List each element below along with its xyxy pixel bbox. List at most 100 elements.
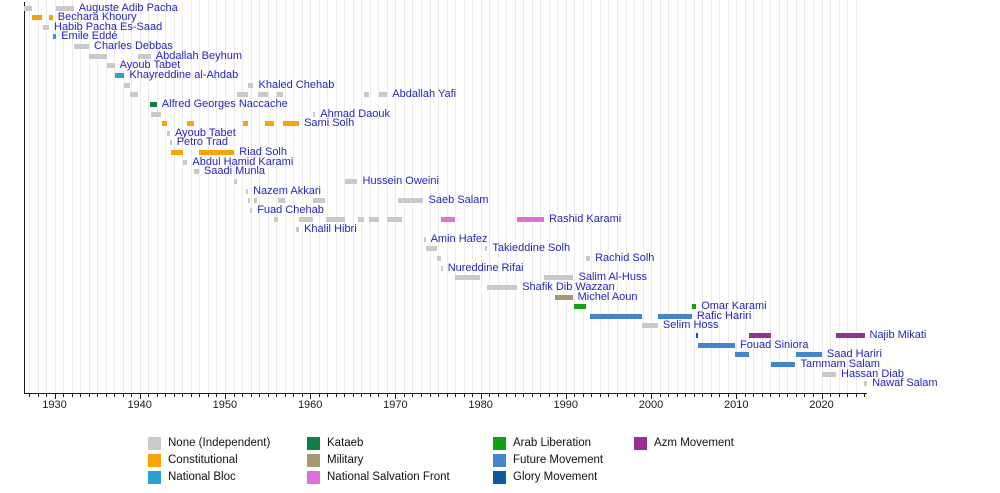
pm-name-link[interactable]: Tammam Salam (800, 357, 880, 370)
axis-tick (659, 394, 661, 397)
pm-name-link[interactable]: Khayreddine al-Ahdab (129, 68, 239, 81)
year-gridline (335, 0, 337, 393)
pm-name-link[interactable]: Hassan Diab (841, 367, 904, 380)
pm-name-link[interactable]: Rashid Karami (549, 213, 622, 226)
axis-tick (736, 394, 738, 399)
year-gridline (625, 0, 627, 393)
pm-name-link[interactable]: Hussein Oweini (362, 174, 439, 187)
axis-tick-label: 2020 (809, 399, 834, 411)
pm-name-link[interactable]: Petro Trad (176, 136, 229, 149)
year-gridline (489, 0, 491, 393)
term-bar (161, 121, 167, 127)
term-bar (454, 275, 480, 281)
pm-name-link[interactable]: Saadi Munla (203, 165, 266, 178)
pm-name-link[interactable]: Najib Mikati (869, 329, 927, 341)
pm-name-link[interactable]: Abdallah Yafi (392, 88, 457, 101)
axis-tick (395, 394, 397, 399)
axis-tick (634, 394, 635, 397)
axis-tick (276, 394, 278, 397)
pm-name-link[interactable]: Charles Debbas (94, 40, 173, 52)
term-bar (248, 198, 251, 204)
pm-name-link[interactable]: Habib Pacha Es-Saad (54, 20, 163, 33)
pm-name-link[interactable]: Fuad Chehab (257, 203, 324, 216)
axis-tick (565, 394, 567, 399)
year-gridline (523, 0, 525, 393)
pm-name-link[interactable]: Takieddine Solh (492, 242, 571, 255)
term-bar (56, 5, 74, 11)
term-bar (182, 159, 188, 165)
term-bar (42, 24, 49, 30)
pm-name-link[interactable]: Nureddine Rifai (447, 261, 524, 274)
year-gridline (207, 0, 209, 393)
pm-name-link[interactable]: Emile Eddé (61, 30, 118, 43)
axis-tick (71, 394, 73, 397)
year-gridline (702, 0, 704, 393)
axis-tick (847, 394, 848, 397)
axis-tick (97, 394, 99, 397)
pm-name-link[interactable]: Rachid Solh (595, 252, 655, 264)
term-bar (436, 256, 442, 261)
pm-name-link[interactable]: Shafik Dib Wazzan (522, 280, 615, 293)
year-gridline (71, 0, 73, 393)
term-bar (106, 63, 115, 69)
pm-name-link[interactable]: Ayoub Tabet (175, 126, 236, 139)
axis-tick (267, 394, 269, 397)
pm-name-link[interactable]: Omar Karami (701, 300, 767, 313)
pm-name-link[interactable]: Rafic Hariri (696, 309, 752, 322)
pm-name-link[interactable]: Riad Solh (239, 146, 287, 158)
year-gridline (105, 0, 107, 393)
plot-area: 1930 1940 1950 1960 1970 1980 1990 2000 2010 2020… (23, 0, 938, 411)
year-gridline (80, 0, 82, 393)
axis-tick (617, 394, 618, 397)
pm-name-link[interactable]: Ayoub Tabet (119, 59, 181, 72)
year-gridline (821, 0, 823, 393)
pm-name-link[interactable]: Khalil Hibri (304, 223, 357, 236)
legend-label-future-movement: Future Movement (513, 454, 604, 466)
year-gridline (131, 0, 133, 393)
year-gridline (582, 0, 584, 393)
year-gridline (378, 0, 380, 393)
axis-tick (293, 394, 295, 397)
year-gridline (259, 0, 260, 393)
term-bar (544, 275, 574, 281)
pm-name-link[interactable]: Alfred Georges Naccache (161, 97, 288, 110)
pm-name-link[interactable]: Nawaf Salam (872, 377, 938, 390)
year-gridline (659, 0, 661, 393)
year-gridline (736, 0, 738, 393)
pm-name-link[interactable]: Abdul Hamid Karami (192, 155, 294, 168)
year-gridline (506, 0, 508, 393)
axis-tick (702, 394, 704, 397)
axis-tick (591, 394, 593, 397)
term-bar (641, 323, 658, 329)
year-gridline (455, 0, 456, 393)
term-bar (150, 101, 157, 107)
axis-tick (403, 394, 405, 397)
year-gridline (574, 0, 576, 393)
axis-tick (497, 394, 499, 397)
pm-name-link[interactable]: Saeb Salam (428, 194, 489, 207)
axis-tick (199, 394, 201, 397)
legend-swatch-glory-movement (493, 471, 506, 484)
pm-name-link[interactable]: Salim Al-Huss (578, 271, 647, 284)
pm-name-link[interactable]: Saad Hariri (826, 348, 882, 361)
term-bar (387, 217, 403, 223)
pm-name-link[interactable]: Khaled Chehab (258, 78, 335, 91)
pm-name-link[interactable]: Fouad Siniora (740, 338, 809, 351)
term-bar (698, 342, 735, 348)
pm-name-link[interactable]: Auguste Adib Pacha (78, 1, 178, 14)
axis-tick (753, 394, 755, 397)
axis-tick (224, 394, 226, 399)
pm-name-link[interactable]: Amin Hafez (430, 232, 488, 245)
pm-name-link[interactable]: Sami Solh (304, 117, 355, 130)
legend: Political parties: None (Independent)Con… (0, 425, 1000, 493)
pm-name-link[interactable]: Selim Hoss (662, 319, 719, 332)
pm-name-link[interactable]: Bechara Khoury (57, 11, 137, 24)
term-bar (273, 217, 279, 223)
pm-name-link[interactable]: Abdallah Beyhum (155, 49, 243, 62)
axis-tick (574, 394, 576, 397)
pm-name-link[interactable]: Nazem Akkari (253, 184, 321, 197)
year-gridline (165, 0, 167, 393)
year-gridline (386, 0, 388, 393)
pm-name-link[interactable]: Ahmad Daouk (320, 107, 391, 120)
pm-name-link[interactable]: Michel Aoun (577, 290, 638, 303)
